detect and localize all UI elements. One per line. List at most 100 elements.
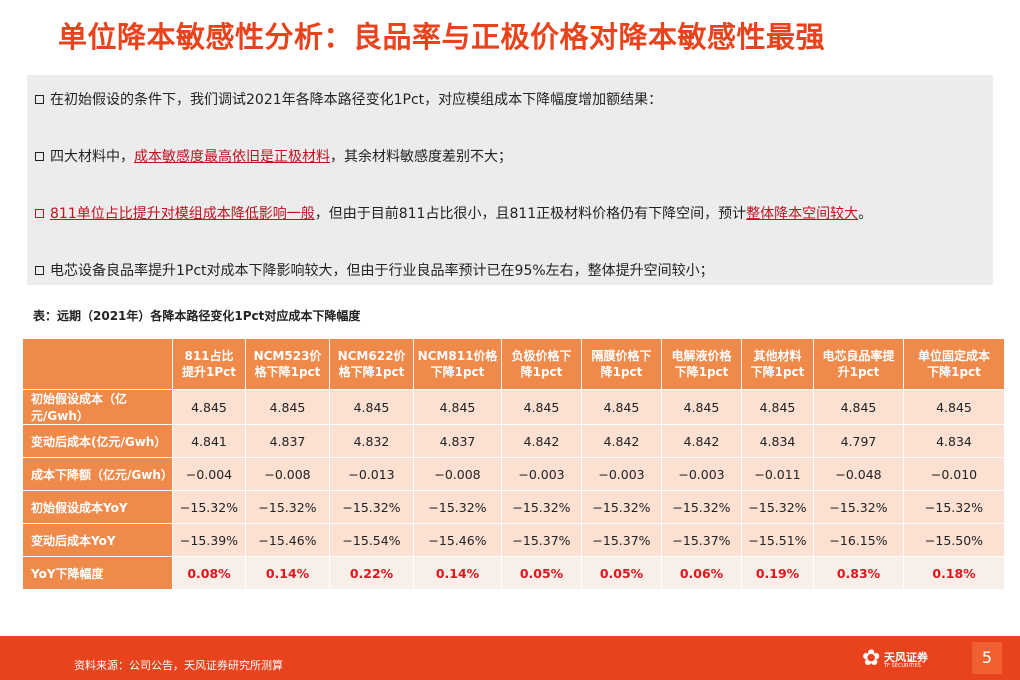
source-note: 资料来源：公司公告，天风证券研究所测算 <box>74 659 283 672</box>
table-cell: 4.837 <box>245 424 330 458</box>
table-cell: 0.83% <box>813 556 904 590</box>
column-header: NCM523价 格下降1pct <box>245 338 330 390</box>
table-cell: 4.842 <box>661 424 742 458</box>
bullet-item-4: 电芯设备良品率提升1Pct对成本下降影响较大，但由于行业良品率预计已在95%左右… <box>35 260 714 280</box>
table-row: 变动后成本YoY −15.39% −15.46% −15.54% −15.46% −15.… <box>22 523 1005 557</box>
table-cell: −15.46% <box>245 523 330 557</box>
table-cell: 4.845 <box>581 389 662 425</box>
bullet-text: 电芯设备良品率提升1Pct对成本下降影响较大，但由于行业良品率预计已在95%左右… <box>50 263 714 279</box>
table-row: 初始假设成本（亿元/Gwh） 4.845 4.845 4.845 4.845 4.845 4… <box>22 389 1005 425</box>
bullet-text: 四大材料中， <box>50 149 134 165</box>
table-cell: −0.008 <box>413 457 502 491</box>
table-cell: −15.32% <box>413 490 502 524</box>
bullet-highlight: 成本敏感度最高依旧是正极材料 <box>134 149 330 165</box>
footer-bar <box>0 636 1020 680</box>
table-cell: −0.004 <box>172 457 246 491</box>
table-cell: −15.32% <box>813 490 904 524</box>
table-cell: −0.003 <box>581 457 662 491</box>
cost-sensitivity-table: 811占比 提升1Pct NCM523价 格下降1pct NCM622价 格下降1pc… <box>22 338 1005 590</box>
column-header: 电解液价格 下降1pct <box>661 338 742 390</box>
table-cell: 0.05% <box>501 556 582 590</box>
table-cell: 4.845 <box>245 389 330 425</box>
table-cell: −0.003 <box>661 457 742 491</box>
table-cell: 0.22% <box>329 556 414 590</box>
table-cell: −15.32% <box>501 490 582 524</box>
bullet-item-3: 811单位占比提升对模组成本降低影响一般，但由于目前811占比很小，且811正极… <box>35 203 872 223</box>
table-cell: −0.003 <box>501 457 582 491</box>
table-cell: −15.37% <box>661 523 742 557</box>
table-cell: −15.32% <box>741 490 814 524</box>
page-number: 5 <box>981 648 993 667</box>
row-label: 初始假设成本YoY <box>22 490 173 524</box>
table-cell: 4.845 <box>501 389 582 425</box>
table-cell: −15.32% <box>581 490 662 524</box>
table-cell: −16.15% <box>813 523 904 557</box>
table-cell: 4.832 <box>329 424 414 458</box>
table-cell: −15.32% <box>245 490 330 524</box>
bullet-item-1: 在初始假设的条件下，我们调试2021年各降本路径变化1Pct，对应模组成本下降幅… <box>35 89 662 109</box>
table-cell: 4.837 <box>413 424 502 458</box>
column-header: 其他材料 下降1pct <box>741 338 814 390</box>
table-cell: 4.845 <box>413 389 502 425</box>
table-cell: −15.54% <box>329 523 414 557</box>
table-cell: −15.32% <box>903 490 1005 524</box>
row-label: YoY下降幅度 <box>22 556 173 590</box>
table-cell: 4.845 <box>172 389 246 425</box>
page-title: 单位降本敏感性分析：良品率与正极价格对降本敏感性最强 <box>58 20 826 54</box>
table-cell: 4.834 <box>903 424 1005 458</box>
row-label: 变动后成本YoY <box>22 523 173 557</box>
table-cell: −15.32% <box>661 490 742 524</box>
table-cell: 0.06% <box>661 556 742 590</box>
column-header: 单位固定成本 下降1pct <box>903 338 1005 390</box>
table-cell: −15.50% <box>903 523 1005 557</box>
table-cell: −15.46% <box>413 523 502 557</box>
table-cell: 4.845 <box>813 389 904 425</box>
table-row: 成本下降额（亿元/Gwh） −0.004 −0.008 −0.013 −0.008 −0.… <box>22 457 1005 491</box>
table-cell: 4.845 <box>903 389 1005 425</box>
table-cell: −15.32% <box>329 490 414 524</box>
checkbox-square-icon <box>35 152 44 161</box>
column-header: NCM622价 格下降1pct <box>329 338 414 390</box>
column-header: 811占比 提升1Pct <box>172 338 246 390</box>
table-cell: 4.845 <box>329 389 414 425</box>
table-cell: 4.841 <box>172 424 246 458</box>
bullet-text: ，其余材料敏感度差别不大； <box>330 149 512 165</box>
brand-logo: ✿ 天风证券 TF SECURITIES <box>862 645 962 675</box>
table-cell: 0.19% <box>741 556 814 590</box>
bullet-text: 在初始假设的条件下，我们调试2021年各降本路径变化1Pct，对应模组成本下降幅… <box>50 92 663 108</box>
table-cell: 4.845 <box>661 389 742 425</box>
row-label: 初始假设成本（亿元/Gwh） <box>22 389 173 425</box>
table-cell: 4.797 <box>813 424 904 458</box>
bullet-text: ，但由于目前811占比很小，且811正极材料价格仍有下降空间，预计 <box>314 206 747 222</box>
bullet-panel: 在初始假设的条件下，我们调试2021年各降本路径变化1Pct，对应模组成本下降幅… <box>27 75 993 285</box>
row-label: 变动后成本(亿元/Gwh） <box>22 424 173 458</box>
table-cell: −15.37% <box>581 523 662 557</box>
bullet-item-2: 四大材料中，成本敏感度最高依旧是正极材料，其余材料敏感度差别不大； <box>35 146 512 166</box>
table-row: YoY下降幅度 0.08% 0.14% 0.22% 0.14% 0.05% 0.05% 0.0… <box>22 556 1005 590</box>
table-cell: 4.845 <box>741 389 814 425</box>
logo-text-en: TF SECURITIES <box>884 663 921 669</box>
checkbox-square-icon <box>35 266 44 275</box>
checkbox-square-icon <box>35 95 44 104</box>
table-caption: 表：远期（2021年）各降本路径变化1Pct对应成本下降幅度 <box>33 309 361 323</box>
table-cell: 0.14% <box>245 556 330 590</box>
table-cell: 0.08% <box>172 556 246 590</box>
table-cell: 4.834 <box>741 424 814 458</box>
table-cell: 0.05% <box>581 556 662 590</box>
checkbox-square-icon <box>35 209 44 218</box>
table-cell: −15.51% <box>741 523 814 557</box>
table-row: 初始假设成本YoY −15.32% −15.32% −15.32% −15.32% −15… <box>22 490 1005 524</box>
bullet-highlight: 811单位占比提升对模组成本降低影响一般 <box>50 206 315 222</box>
column-header: 电芯良品率提 升1pct <box>813 338 904 390</box>
table-row: 变动后成本(亿元/Gwh） 4.841 4.837 4.832 4.837 4.842 4.… <box>22 424 1005 458</box>
table-cell: −0.008 <box>245 457 330 491</box>
bullet-highlight: 整体降本空间较大 <box>746 206 859 222</box>
column-header: NCM811价格 下降1pct <box>413 338 502 390</box>
table-cell: −0.010 <box>903 457 1005 491</box>
table-cell: −15.32% <box>172 490 246 524</box>
table-cell: 0.14% <box>413 556 502 590</box>
table-header-row: 811占比 提升1Pct NCM523价 格下降1pct NCM622价 格下降1pc… <box>22 338 1005 390</box>
table-cell: 4.842 <box>501 424 582 458</box>
column-header: 隔膜价格下 降1pct <box>581 338 662 390</box>
row-label: 成本下降额（亿元/Gwh） <box>22 457 173 491</box>
